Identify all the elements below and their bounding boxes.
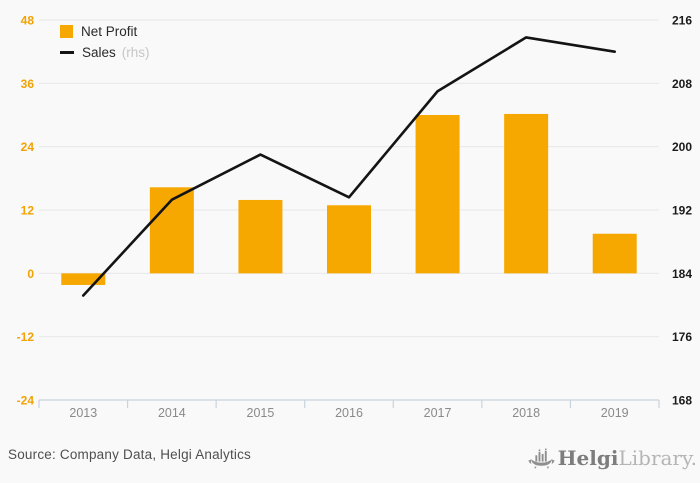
y-axis-left-tick-label: 48 <box>21 14 35 28</box>
y-axis-right-tick-label: 200 <box>672 140 692 154</box>
logo-text-helgi: Helgi <box>557 446 619 470</box>
legend-net-profit-label: Net Profit <box>81 24 138 39</box>
y-axis-right-tick-label: 216 <box>672 14 692 28</box>
source-note: Source: Company Data, Helgi Analytics <box>8 447 252 462</box>
y-axis-right-tick-label: 208 <box>672 77 692 91</box>
chart-legend: Net Profit Sales (rhs) <box>60 24 150 60</box>
x-axis-label-2015: 2015 <box>247 406 275 420</box>
y-axis-left-tick-label: 0 <box>27 267 34 281</box>
x-axis-label-2016: 2016 <box>335 406 363 420</box>
net-profit-swatch-icon <box>60 25 73 38</box>
bar-2013 <box>61 273 106 285</box>
bar-2017 <box>415 115 460 274</box>
legend-item-net-profit: Net Profit <box>60 24 150 39</box>
y-axis-right-tick-label: 168 <box>672 394 692 408</box>
x-axis-label-2018: 2018 <box>512 406 540 420</box>
bar-2014 <box>149 187 194 274</box>
legend-sales-rhs-suffix: (rhs) <box>121 45 150 60</box>
x-axis-label-2014: 2014 <box>158 406 186 420</box>
legend-sales-label: Sales <box>82 45 116 60</box>
x-axis-label-2013: 2013 <box>69 406 97 420</box>
bar-2019 <box>592 233 637 274</box>
y-axis-left-tick-label: -24 <box>17 394 35 408</box>
legend-item-sales: Sales (rhs) <box>60 45 150 60</box>
y-axis-left-tick-label: 24 <box>21 140 35 154</box>
bar-2018 <box>504 113 549 274</box>
sales-line <box>81 36 617 297</box>
logo-text-library: Library. <box>618 446 697 470</box>
y-axis-left-tick-label: 36 <box>21 77 35 91</box>
bar-2015 <box>238 199 283 274</box>
viking-ship-icon <box>528 448 555 469</box>
x-axis-label-2019: 2019 <box>601 406 629 420</box>
chart-canvas: 48 36 24 12 0 -12 -24 216 208 200 192 184 176 168 2013… <box>17 14 693 421</box>
y-axis-right-tick-label: 192 <box>672 204 692 218</box>
helgi-library-logo: HelgiLibrary. <box>528 443 697 473</box>
y-axis-left-tick-label: -12 <box>17 330 35 344</box>
sales-line-swatch-icon <box>60 51 74 54</box>
bar-2016 <box>327 205 371 274</box>
y-axis-right-tick-label: 184 <box>672 267 692 281</box>
x-axis-label-2017: 2017 <box>424 406 452 420</box>
y-axis-left-tick-label: 12 <box>21 204 35 218</box>
y-axis-right-tick-label: 176 <box>672 330 692 344</box>
